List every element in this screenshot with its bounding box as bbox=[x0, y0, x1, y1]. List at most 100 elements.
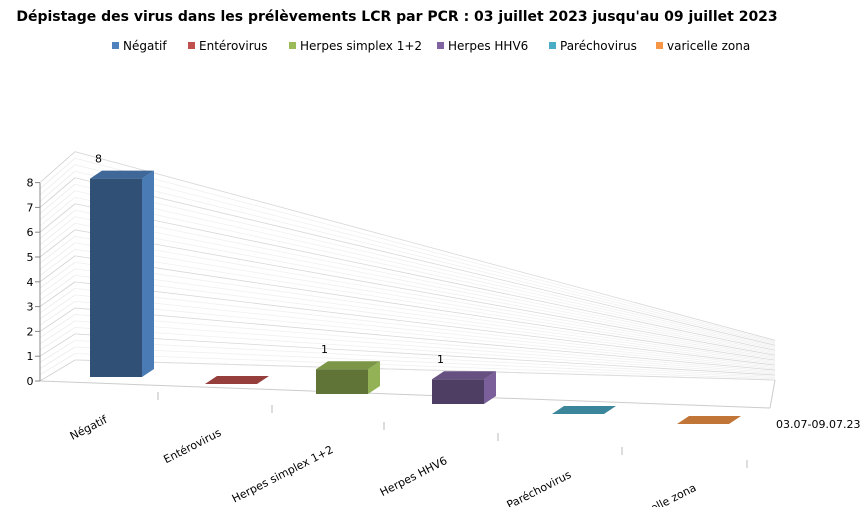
back-gridline bbox=[74, 353, 776, 380]
back-gridline bbox=[74, 196, 776, 350]
side-gridline bbox=[39, 294, 76, 320]
category-label: Herpes HHV6 bbox=[378, 454, 449, 499]
y-tick-label: 7 bbox=[27, 201, 34, 214]
series-axis-label: 03.07-09.07.23 bbox=[776, 418, 860, 431]
back-gridline bbox=[74, 157, 776, 342]
back-gridline bbox=[74, 301, 776, 370]
data-label: 1 bbox=[321, 343, 328, 356]
side-gridline bbox=[39, 320, 76, 345]
y-tick-label: 4 bbox=[27, 276, 34, 289]
side-gridline bbox=[39, 288, 76, 314]
side-gridline bbox=[39, 275, 76, 301]
y-tick-label: 6 bbox=[27, 226, 34, 239]
category-label: varicelle zona bbox=[625, 481, 699, 507]
back-gridline bbox=[74, 216, 776, 354]
back-gridline bbox=[74, 229, 776, 356]
back-gridline bbox=[74, 274, 776, 365]
side-gridline bbox=[39, 203, 76, 233]
legend-label: Négatif bbox=[123, 39, 167, 53]
y-tick-label: 3 bbox=[27, 301, 34, 314]
back-gridline bbox=[74, 164, 776, 344]
bar-5 bbox=[552, 406, 616, 414]
back-gridline bbox=[74, 190, 776, 349]
category-label: Négatif bbox=[68, 413, 111, 443]
back-gridline bbox=[74, 268, 776, 364]
category-label: Paréchovirus bbox=[505, 468, 574, 507]
bar-2 bbox=[205, 376, 269, 384]
bar-top-face bbox=[677, 416, 741, 424]
side-gridline bbox=[39, 249, 76, 276]
back-gridline bbox=[74, 327, 776, 375]
bar-front-face bbox=[316, 369, 368, 394]
back-gridline bbox=[74, 320, 776, 373]
back-gridline bbox=[74, 307, 776, 371]
data-label: 1 bbox=[437, 353, 444, 366]
bar-top-face bbox=[205, 376, 269, 384]
legend-swatch bbox=[289, 42, 296, 49]
side-gridline bbox=[39, 216, 76, 245]
bar-side-face bbox=[368, 361, 380, 394]
category-labels: Négatif Entérovirus Herpes simplex 1+2 Herp… bbox=[68, 392, 748, 507]
back-gridline bbox=[74, 151, 776, 341]
side-gridline bbox=[39, 222, 76, 252]
side-gridline bbox=[39, 262, 76, 289]
bar-top-face bbox=[90, 170, 154, 179]
bar-3: 1 bbox=[316, 343, 380, 394]
bar-1: 8 bbox=[90, 153, 154, 377]
side-gridline bbox=[39, 157, 76, 190]
y-tick-label: 2 bbox=[27, 325, 34, 338]
gridlines bbox=[39, 151, 776, 409]
floor-back-edge bbox=[74, 359, 776, 381]
floor-front-edge bbox=[39, 380, 771, 409]
data-label: 8 bbox=[95, 153, 102, 166]
bar-front-face bbox=[90, 178, 142, 377]
side-gridline bbox=[39, 340, 76, 363]
bar-top-face bbox=[432, 371, 496, 380]
side-gridline bbox=[39, 359, 76, 382]
side-gridline bbox=[39, 151, 76, 183]
back-gridline bbox=[74, 235, 776, 357]
bar-top-face bbox=[316, 361, 380, 370]
side-gridline bbox=[39, 177, 76, 208]
side-gridline bbox=[39, 327, 76, 351]
side-gridline bbox=[39, 170, 76, 202]
side-gridline bbox=[39, 268, 76, 295]
side-gridline bbox=[39, 190, 76, 221]
bar-front-face bbox=[432, 379, 484, 404]
legend-swatch bbox=[112, 42, 119, 49]
back-gridline bbox=[74, 170, 776, 345]
chart-title: Dépistage des virus dans les prélèvement… bbox=[16, 9, 777, 25]
bar-side-face bbox=[484, 371, 496, 404]
bar-side-face bbox=[142, 170, 154, 377]
back-gridline bbox=[74, 248, 776, 360]
legend-swatch bbox=[437, 42, 444, 49]
side-gridline bbox=[39, 346, 76, 369]
back-gridline bbox=[74, 281, 776, 366]
back-gridline bbox=[74, 314, 776, 372]
side-gridline bbox=[39, 301, 76, 326]
floor-right-edge bbox=[769, 379, 776, 409]
side-gridline bbox=[39, 307, 76, 332]
bar-top-face bbox=[552, 406, 616, 414]
back-gridline bbox=[74, 183, 776, 347]
legend-swatch bbox=[656, 42, 663, 49]
legend-swatch bbox=[549, 42, 556, 49]
legend: Négatif Entérovirus Herpes simplex 1+2 Herp… bbox=[112, 39, 750, 53]
legend-label: Herpes HHV6 bbox=[448, 39, 528, 53]
legend-label: Herpes simplex 1+2 bbox=[300, 39, 422, 53]
legend-label: varicelle zona bbox=[667, 39, 750, 53]
back-gridline bbox=[74, 333, 776, 376]
category-label: Entérovirus bbox=[161, 426, 223, 466]
back-gridline bbox=[74, 287, 776, 367]
side-gridline bbox=[39, 242, 76, 270]
back-gridline bbox=[74, 261, 776, 362]
back-gridline bbox=[74, 242, 776, 359]
back-gridline bbox=[74, 255, 776, 361]
back-gridline bbox=[74, 346, 776, 378]
side-gridline bbox=[39, 281, 76, 307]
y-tick-label: 1 bbox=[27, 350, 34, 363]
category-label: Herpes simplex 1+2 bbox=[230, 443, 336, 505]
back-gridline bbox=[74, 177, 776, 346]
side-gridline bbox=[39, 229, 76, 258]
